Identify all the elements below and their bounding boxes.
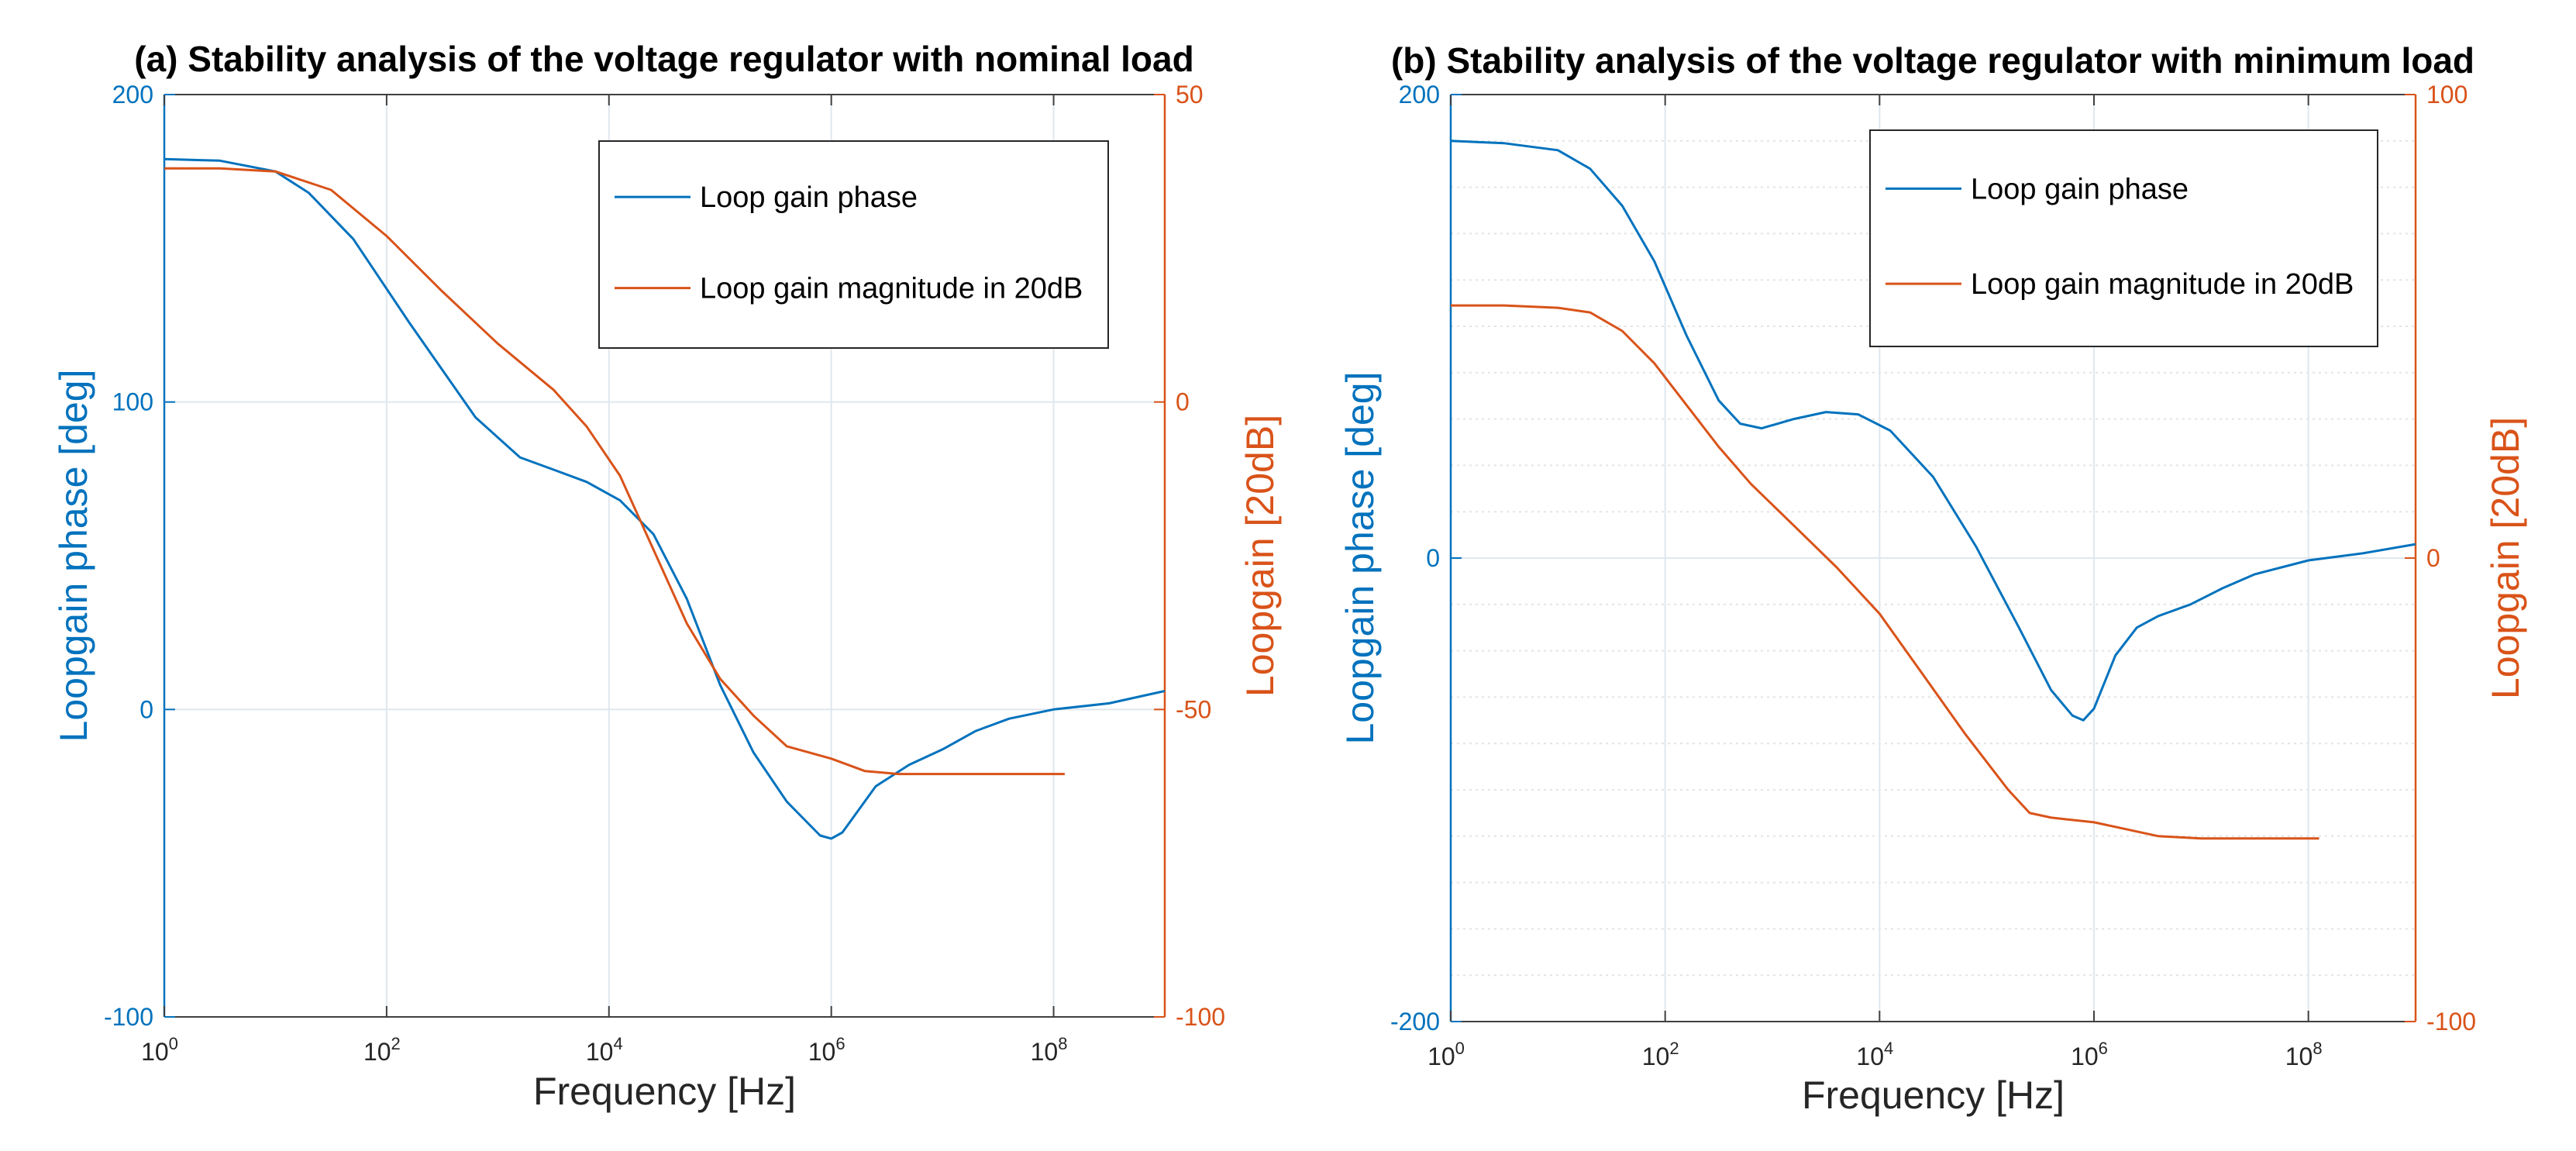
chart-title: (b) Stability analysis of the voltage re…	[1391, 40, 2474, 81]
y-left-tick-label: 200	[112, 81, 153, 109]
x-tick-exponent: 4	[1884, 1039, 1893, 1058]
x-tick-exponent: 6	[835, 1034, 845, 1053]
x-tick-exponent: 0	[1455, 1039, 1465, 1058]
y-right-tick-label: -50	[1176, 695, 1211, 723]
x-tick-exponent: 2	[391, 1034, 401, 1053]
x-axis-label: Frequency [Hz]	[533, 1070, 796, 1113]
chart-title: (a) Stability analysis of the voltage re…	[134, 39, 1193, 79]
legend-entry-label: Loop gain magnitude in 20dB	[1971, 268, 2354, 301]
x-tick-base: 10	[586, 1038, 614, 1066]
y-right-tick-label: 0	[2426, 544, 2440, 572]
chart-panel-b: (b) Stability analysis of the voltage re…	[1338, 40, 2527, 1117]
legend-entry-label: Loop gain phase	[1971, 173, 2189, 205]
x-tick-base: 10	[1856, 1042, 1884, 1070]
y-left-tick-label: -100	[104, 1003, 153, 1031]
x-axis-label: Frequency [Hz]	[1802, 1073, 2065, 1117]
x-tick-label: 104	[1856, 1039, 1893, 1070]
y-left-tick-label: -200	[1390, 1008, 1440, 1036]
x-tick-label: 102	[1642, 1039, 1679, 1070]
x-tick-label: 106	[808, 1034, 845, 1066]
series-line-magnitude	[164, 167, 1065, 776]
series-line-phase	[164, 157, 1166, 840]
chart-panel-a: (a) Stability analysis of the voltage re…	[52, 39, 1282, 1113]
y-right-tick-label: 0	[1176, 388, 1190, 416]
x-tick-label: 108	[1031, 1034, 1068, 1066]
x-tick-base: 10	[2071, 1042, 2099, 1070]
legend: Loop gain phase Loop gain magnitude in 20…	[598, 140, 1109, 349]
y-axis-left-label: Loopgain phase [deg]	[52, 370, 95, 743]
x-tick-label: 102	[363, 1034, 401, 1066]
x-tick-exponent: 6	[2099, 1039, 2108, 1058]
x-tick-exponent: 0	[169, 1034, 178, 1053]
y-right-tick-label: 100	[2426, 81, 2468, 109]
legend-entry-label: Loop gain phase	[700, 181, 918, 214]
y-left-tick-label: 0	[139, 695, 153, 723]
y-right-tick-label: 50	[1176, 81, 1204, 109]
x-tick-label: 108	[2285, 1039, 2323, 1070]
y-right-tick-label: -100	[2426, 1008, 2476, 1036]
y-right-tick-label: -100	[1176, 1003, 1225, 1031]
x-tick-exponent: 2	[1669, 1039, 1679, 1058]
x-tick-label: 100	[141, 1034, 178, 1066]
series-line-phase	[1450, 140, 2416, 722]
x-tick-base: 10	[1031, 1038, 1059, 1066]
x-tick-exponent: 8	[1058, 1034, 1067, 1053]
x-tick-base: 10	[141, 1038, 169, 1066]
x-tick-label: 100	[1427, 1039, 1465, 1070]
x-tick-label: 106	[2071, 1039, 2108, 1070]
y-left-tick-label: 100	[112, 388, 153, 416]
legend-box	[1869, 129, 2378, 347]
legend: Loop gain phase Loop gain magnitude in 20…	[1869, 129, 2378, 347]
y-left-tick-label: 200	[1399, 81, 1440, 109]
y-axis-right-label: Loopgain [20dB]	[2484, 417, 2527, 699]
y-axis-right-label: Loopgain [20dB]	[1238, 415, 1282, 697]
x-tick-base: 10	[1642, 1042, 1670, 1070]
x-tick-base: 10	[1427, 1042, 1455, 1070]
x-tick-base: 10	[2285, 1042, 2313, 1070]
series-line-magnitude	[1451, 304, 2319, 840]
x-tick-label: 104	[586, 1034, 623, 1066]
y-left-tick-label: 0	[1426, 544, 1440, 572]
legend-box	[598, 140, 1109, 349]
x-tick-base: 10	[808, 1038, 836, 1066]
x-tick-base: 10	[363, 1038, 391, 1066]
legend-entry-label: Loop gain magnitude in 20dB	[700, 273, 1083, 305]
x-tick-exponent: 4	[613, 1034, 622, 1053]
x-tick-exponent: 8	[2313, 1039, 2322, 1058]
y-axis-left-label: Loopgain phase [deg]	[1338, 372, 1382, 745]
